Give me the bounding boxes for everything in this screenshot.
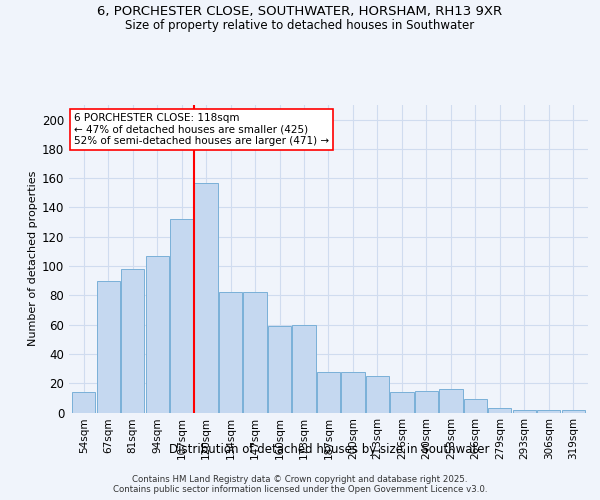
Bar [268,326,291,412]
Bar [415,390,438,412]
Bar [72,392,95,412]
Text: Distribution of detached houses by size in Southwater: Distribution of detached houses by size … [169,442,489,456]
Text: Size of property relative to detached houses in Southwater: Size of property relative to detached ho… [125,19,475,32]
Bar [194,182,218,412]
Bar [146,256,169,412]
Text: 6 PORCHESTER CLOSE: 118sqm
← 47% of detached houses are smaller (425)
52% of sem: 6 PORCHESTER CLOSE: 118sqm ← 47% of deta… [74,112,329,146]
Bar [391,392,413,412]
Bar [244,292,266,412]
Bar [488,408,511,412]
Bar [219,292,242,412]
Bar [292,324,316,412]
Text: Contains HM Land Registry data © Crown copyright and database right 2025.
Contai: Contains HM Land Registry data © Crown c… [113,474,487,494]
Text: 6, PORCHESTER CLOSE, SOUTHWATER, HORSHAM, RH13 9XR: 6, PORCHESTER CLOSE, SOUTHWATER, HORSHAM… [97,5,503,18]
Bar [439,389,463,412]
Bar [121,269,144,412]
Bar [341,372,365,412]
Y-axis label: Number of detached properties: Number of detached properties [28,171,38,346]
Bar [464,400,487,412]
Bar [170,219,193,412]
Bar [537,410,560,412]
Bar [513,410,536,412]
Bar [317,372,340,412]
Bar [97,280,120,412]
Bar [562,410,585,412]
Bar [366,376,389,412]
